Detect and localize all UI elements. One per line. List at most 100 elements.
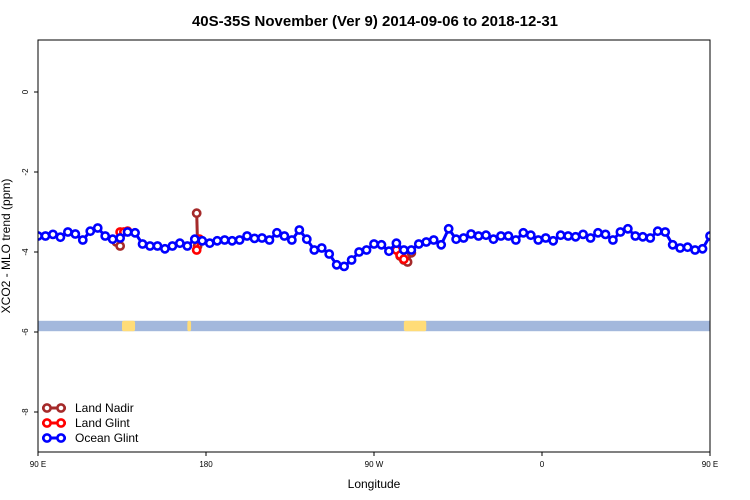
legend-land-glint-marker (42, 418, 52, 428)
ocean-glint-series-point (137, 239, 148, 249)
ocean-glint-series-point (294, 225, 305, 235)
ocean-glint-series-point (242, 231, 252, 241)
land-nadir-series-seg-0-point (115, 241, 126, 251)
legend-ocean-glint: Ocean Glint (42, 431, 139, 445)
ocean-glint-series-point (189, 234, 200, 245)
land-glint-series-seg-2 (391, 245, 409, 265)
ocean-glint-series-point (354, 247, 364, 257)
ocean-glint-series-point (667, 239, 678, 250)
x-axis-label: Longitude (348, 477, 401, 491)
ocean-glint-series-point (563, 231, 574, 241)
ocean-glint-series-point (100, 231, 111, 241)
ocean-glint-series-point (637, 231, 648, 242)
x-tick-label: 90 W (365, 460, 384, 469)
ocean-band (38, 320, 710, 332)
y-tick-label: -8 (21, 408, 30, 416)
x-tick-label: 90 E (702, 460, 718, 469)
ocean-glint-series-point (391, 238, 402, 249)
ocean-glint-series-point (272, 227, 282, 238)
ocean-glint-series-point (615, 227, 626, 237)
x-tick-label: 90 E (30, 460, 46, 469)
x-axis: 90 E 180 90 W 0 90 E (30, 452, 718, 469)
ocean-glint-series-point (115, 233, 126, 243)
ocean-glint-series-point (48, 229, 58, 240)
legend-land-glint: Land Glint (42, 416, 130, 430)
ocean-glint-series (38, 223, 710, 272)
ocean-glint-series-point (197, 235, 208, 246)
ocean-glint-series-point (227, 235, 238, 246)
ocean-glint-series-point (130, 227, 140, 238)
ocean-glint-series-point (608, 235, 618, 245)
ocean-glint-series-point (578, 229, 588, 240)
legend-land-nadir-marker (56, 403, 66, 413)
ocean-glint-series-point (264, 235, 275, 245)
ocean-glint-series-point (279, 231, 290, 241)
ocean-glint-series-point (257, 233, 267, 243)
plot-area (37, 39, 711, 453)
ocean-glint-series-point (339, 261, 350, 272)
ocean-glint-series-point (593, 227, 603, 238)
y-tick-label: -4 (21, 248, 30, 256)
ocean-glint-series-point (286, 235, 297, 245)
ocean-glint-series-point (70, 229, 81, 239)
y-tick-label: -2 (21, 168, 30, 176)
ocean-glint-series-point (85, 226, 96, 237)
ocean-glint-series-point (428, 235, 439, 245)
ocean-glint-series-point (55, 232, 66, 243)
ocean-glint-series-point (182, 241, 193, 251)
ocean-glint-series-point (510, 235, 521, 245)
ocean-glint-series-point (107, 234, 118, 245)
y-axis: 0 -2 -4 -6 -8 (21, 89, 38, 416)
ocean-glint-series-point (622, 223, 633, 234)
ocean-glint-series-point (92, 223, 103, 233)
ocean-glint-series-point (324, 249, 335, 259)
ocean-glint-series-point (219, 235, 230, 245)
y-axis-label: XCO2 - MLO trend (ppm) (0, 179, 13, 314)
land-nadir-series-seg-1-point (191, 208, 202, 219)
ocean-glint-series-point (40, 231, 51, 241)
y-tick-label: -6 (21, 328, 30, 336)
ocean-glint-series-point (212, 235, 223, 246)
ocean-glint-series-point (167, 241, 178, 251)
ocean-glint-series-point (316, 243, 327, 253)
ocean-glint-series-point (384, 246, 394, 257)
ocean-glint-series-point (376, 239, 387, 250)
ocean-glint-series-point (570, 231, 581, 242)
ocean-glint-series-point (160, 243, 170, 254)
ocean-glint-series-point (533, 235, 544, 245)
series-layer (38, 208, 710, 272)
ocean-glint-series-point (369, 239, 379, 249)
ocean-glint-series-point (652, 226, 663, 237)
ocean-glint-series-point (436, 239, 447, 250)
ocean-glint-series-point (525, 230, 536, 241)
ocean-glint-series-point (630, 231, 641, 241)
ocean-glint-series-point (496, 231, 506, 241)
ocean-glint-series-point (705, 231, 710, 241)
ocean-glint-series-point (466, 229, 476, 239)
land-glint-series-seg-1-point (191, 245, 202, 255)
ocean-glint-series-point (62, 227, 73, 237)
ocean-glint-series-point (413, 239, 424, 249)
ocean-glint-series-point (697, 243, 708, 254)
legend-land-glint-marker (56, 418, 66, 428)
chart-title: 40S-35S November (Ver 9) 2014-09-06 to 2… (192, 13, 558, 30)
ocean-glint-series-point (518, 227, 529, 238)
ocean-glint-series-point (309, 245, 320, 255)
ocean-glint-series-point (585, 233, 596, 243)
x-tick-label: 180 (199, 460, 213, 469)
legend-land-nadir-label: Land Nadir (75, 401, 134, 415)
land-patch-2 (403, 320, 427, 332)
legend-ocean-glint-marker (56, 433, 66, 443)
legend-land-glint-label: Land Glint (75, 416, 130, 430)
ocean-glint-series-point (481, 230, 491, 241)
ocean-glint-series-point (145, 241, 155, 251)
ocean-glint-series-point (675, 243, 686, 253)
ocean-glint-series-point (301, 234, 312, 245)
ocean-glint-series-point (488, 234, 499, 245)
ocean-glint-series-point (473, 231, 484, 241)
ocean-glint-series-point (682, 242, 693, 253)
land-patch-1 (187, 320, 192, 332)
land-patch-0 (122, 320, 136, 332)
y-tick-label: 0 (21, 89, 30, 94)
